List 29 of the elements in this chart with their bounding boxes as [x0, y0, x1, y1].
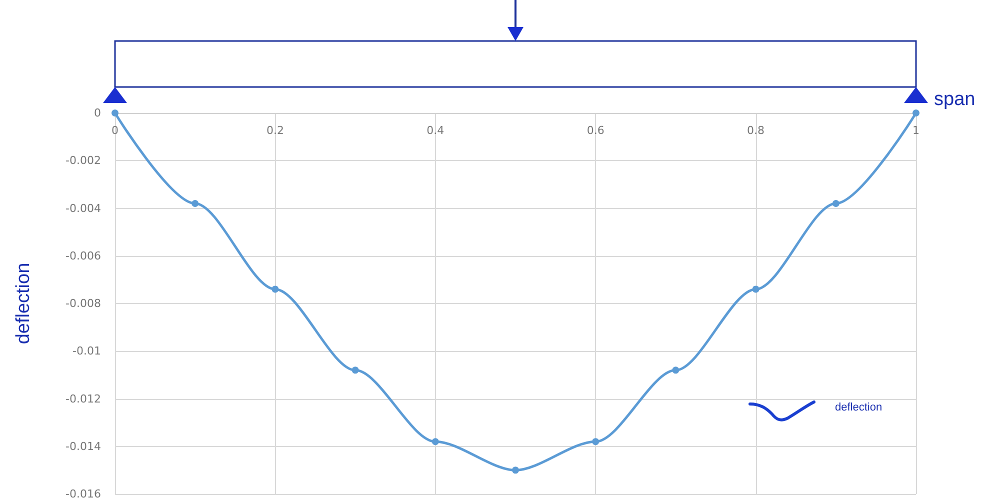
annotation: deflection [835, 402, 882, 414]
y-tick-label: -0.006 [66, 249, 101, 262]
point [432, 438, 439, 446]
y-tick-label: -0.014 [66, 440, 101, 453]
x-tick-label: 1 [912, 124, 920, 137]
point [112, 110, 118, 116]
x-tick-label: 0.4 [426, 124, 444, 137]
y-tick-label: -0.008 [66, 297, 101, 310]
point [752, 286, 760, 293]
y-tick-label: -0.016 [66, 488, 101, 500]
point [592, 438, 600, 446]
y-tick-label: -0.002 [66, 154, 101, 168]
y-axis-title: deflection [13, 262, 34, 344]
x-tick-label: 0.8 [747, 124, 765, 137]
y-tick-label: 0 [94, 106, 101, 120]
point [672, 366, 680, 374]
x-tick-label: 0.6 [586, 124, 604, 137]
y-tick-label: -0.01 [72, 344, 101, 358]
point [512, 466, 519, 474]
x-axis-title: span [934, 89, 976, 110]
y-tick-label: -0.004 [66, 202, 101, 215]
point [832, 200, 840, 207]
x-tick-label: 0.2 [266, 124, 284, 137]
point [352, 366, 359, 374]
point [912, 110, 920, 116]
y-tick-label: -0.012 [66, 392, 101, 406]
point [272, 286, 279, 293]
point [192, 200, 199, 207]
x-tick-label: 0 [112, 124, 118, 137]
